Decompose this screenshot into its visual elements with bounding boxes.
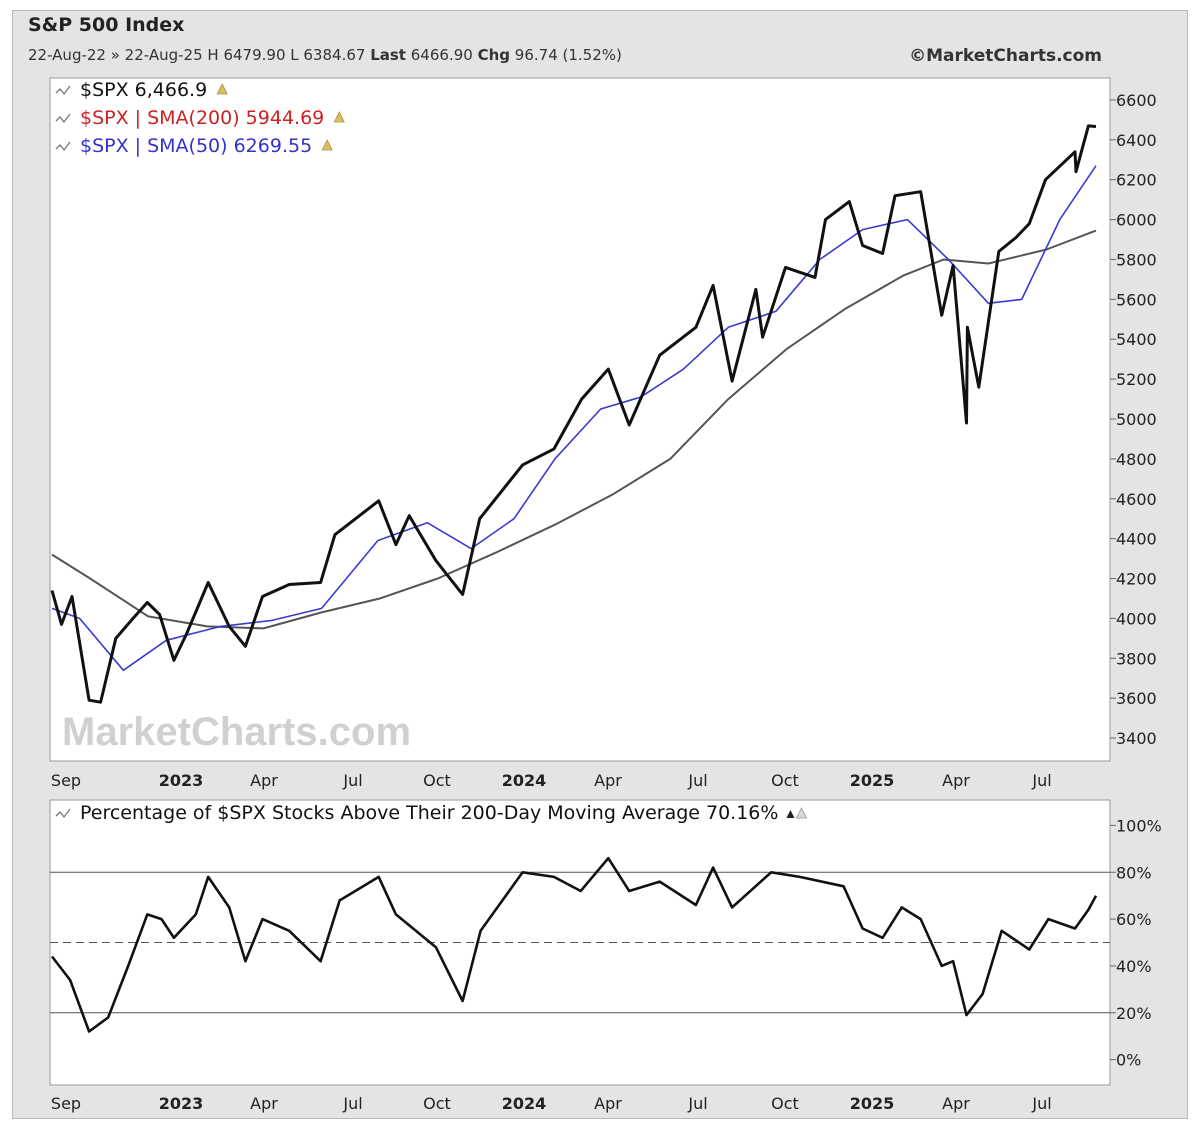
legend-alert-icon	[321, 139, 333, 151]
price-y-tick-label: 3600	[1116, 689, 1157, 708]
price-x-tick-label: Apr	[250, 771, 278, 790]
breadth-x-tick-label: Oct	[771, 1094, 799, 1113]
chg-label: Chg	[477, 46, 511, 64]
breadth-gridlines	[50, 871, 1110, 1014]
price-y-tick-label: 5800	[1116, 250, 1157, 269]
legend-line-icon	[55, 113, 71, 124]
price-x-tick-label: Sep	[51, 771, 81, 790]
breadth-x-tick-label: Apr	[594, 1094, 622, 1113]
price-y-tick-label: 5000	[1116, 410, 1157, 429]
breadth-x-tick-label: Jul	[687, 1094, 707, 1113]
price-x-tick-label: 2023	[159, 771, 204, 790]
legend-alert-icon	[333, 111, 345, 123]
legend-entry: $SPX | SMA(200) 5944.69	[80, 107, 324, 129]
legend-alert-icon	[216, 83, 228, 95]
legend-up-arrow-icon	[786, 810, 795, 818]
date-range: 22-Aug-22 » 22-Aug-25	[28, 46, 203, 64]
price-y-tick-label: 4000	[1116, 609, 1157, 628]
price-x-tick-label: 2025	[850, 771, 895, 790]
price-y-tick-label: 5200	[1116, 370, 1157, 389]
legend-entry: Percentage of $SPX Stocks Above Their 20…	[80, 802, 778, 824]
price-x-tick-label: Apr	[942, 771, 970, 790]
breadth-y-tick-label: 0%	[1116, 1051, 1141, 1070]
chart-title: S&P 500 Index	[28, 14, 185, 36]
price-y-tick-label: 4200	[1116, 570, 1157, 589]
price-x-tick-label: Oct	[771, 771, 799, 790]
price-y-tick-label: 6200	[1116, 171, 1157, 190]
breadth-y-axis: 0% 20% 40% 60% 80% 100%	[1110, 816, 1162, 1070]
chart-subheader: 22-Aug-22 » 22-Aug-25 H 6479.90 L 6384.6…	[28, 46, 622, 64]
price-plot-area	[49, 77, 1111, 762]
price-x-tick-label: Jul	[342, 771, 362, 790]
legend-line-icon	[55, 808, 71, 819]
price-x-tick-label: Oct	[423, 771, 451, 790]
legend-line-icon	[55, 141, 71, 152]
breadth-x-axis: Sep 2023 Apr Jul Oct 2024 Apr Jul Oct 2025 Apr Jul	[51, 1094, 1052, 1113]
price-x-tick-label: Jul	[687, 771, 707, 790]
price-y-tick-label: 5600	[1116, 290, 1157, 309]
breadth-x-tick-label: Oct	[423, 1094, 451, 1113]
price-x-tick-label: Jul	[1031, 771, 1051, 790]
legend-entry: $SPX | SMA(50) 6269.55	[80, 135, 312, 157]
price-x-tick-label: Apr	[594, 771, 622, 790]
legend-line-icon	[55, 85, 71, 96]
breadth-y-tick-label: 80%	[1116, 863, 1152, 882]
price-y-tick-label: 6000	[1116, 211, 1157, 230]
watermark-logo: MarketCharts.com	[62, 710, 411, 754]
breadth-x-tick-label: 2025	[850, 1094, 895, 1113]
price-y-tick-label: 4600	[1116, 490, 1157, 509]
breadth-x-tick-label: Apr	[942, 1094, 970, 1113]
price-y-tick-label: 3400	[1116, 729, 1157, 748]
last-value: 6466.90	[410, 46, 473, 64]
breadth-y-tick-label: 40%	[1116, 957, 1152, 976]
price-y-tick-label: 4800	[1116, 450, 1157, 469]
breadth-y-tick-label: 100%	[1116, 816, 1162, 835]
breadth-x-tick-label: Apr	[250, 1094, 278, 1113]
breadth-legend: Percentage of $SPX Stocks Above Their 20…	[55, 802, 808, 824]
price-y-tick-label: 6400	[1116, 131, 1157, 150]
price-y-tick-label: 4400	[1116, 530, 1157, 549]
series-line-spx	[50, 124, 1097, 704]
series-line-sma-50	[51, 165, 1097, 672]
price-y-axis: 3400 3600 3800 4000 4200 4400 4600 4800 5000 5200…	[1110, 91, 1157, 748]
price-y-tick-label: 6600	[1116, 91, 1157, 110]
breadth-y-tick-label: 60%	[1116, 910, 1152, 929]
ohlc-readout: H 6479.90 L 6384.67	[207, 46, 366, 64]
breadth-y-tick-label: 20%	[1116, 1004, 1152, 1023]
price-x-tick-label: 2024	[502, 771, 547, 790]
price-series-group	[50, 124, 1097, 704]
price-legend: $SPX 6,466.9 $SPX | SMA(200) 5944.69 $SPX …	[55, 79, 345, 157]
breadth-x-tick-label: Jul	[342, 1094, 362, 1113]
breadth-series-group	[50, 856, 1098, 1033]
breadth-x-tick-label: Jul	[1031, 1094, 1051, 1113]
price-y-tick-label: 3800	[1116, 649, 1157, 668]
brand-copyright: ©MarketCharts.com	[909, 46, 1102, 66]
series-line-breadth	[50, 856, 1098, 1033]
breadth-x-tick-label: 2024	[502, 1094, 547, 1113]
last-label: Last	[370, 46, 406, 64]
legend-alert-icon	[795, 807, 808, 819]
price-y-tick-label: 5400	[1116, 330, 1157, 349]
price-x-axis: Sep 2023 Apr Jul Oct 2024 Apr Jul Oct 2025 Apr Jul	[51, 771, 1052, 790]
legend-entry: $SPX 6,466.9	[80, 79, 207, 101]
breadth-x-tick-label: Sep	[51, 1094, 81, 1113]
breadth-x-tick-label: 2023	[159, 1094, 204, 1113]
chg-value: 96.74 (1.52%)	[514, 46, 622, 64]
